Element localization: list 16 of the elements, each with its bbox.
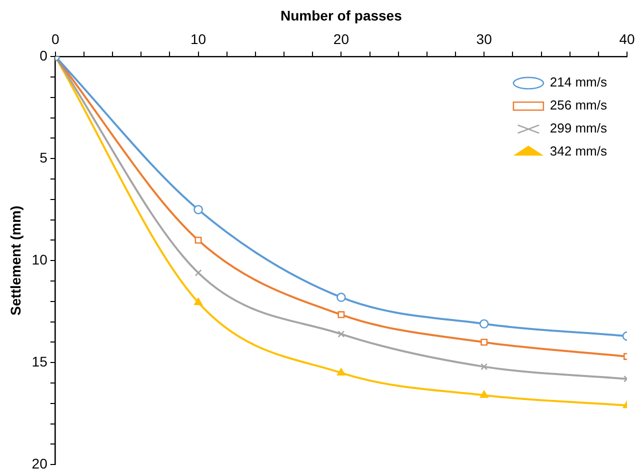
x-tick-label: 0 [51, 31, 60, 48]
y-tick-label: 5 [40, 149, 48, 166]
legend-label: 214 mm/s [550, 74, 608, 90]
legend-label: 256 mm/s [550, 98, 608, 113]
y-tick-label: 0 [40, 47, 48, 64]
legend-label: 342 mm/s [550, 144, 608, 159]
x-tick-label: 40 [619, 31, 635, 48]
x-tick-label: 20 [333, 31, 350, 48]
legend-label: 299 mm/s [550, 120, 608, 136]
x-axis-title: Number of passes [280, 7, 402, 24]
y-tick-label: 15 [32, 353, 48, 370]
y-axis-title: Settlement (mm) [7, 206, 24, 316]
x-tick-label: 30 [476, 31, 492, 48]
x-tick-label: 10 [190, 31, 206, 48]
y-tick-label: 10 [32, 251, 48, 268]
y-tick-label: 20 [32, 455, 48, 472]
